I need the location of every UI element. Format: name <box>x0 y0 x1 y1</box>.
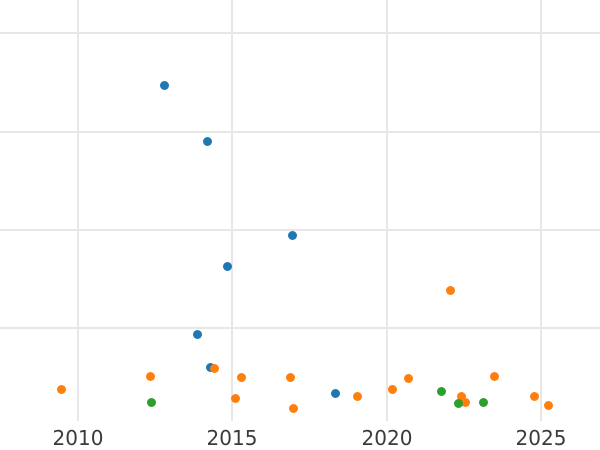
series-orange-point <box>209 363 219 373</box>
vertical-gridline <box>540 0 542 421</box>
series-orange-point <box>387 384 397 394</box>
series-blue-point <box>222 261 232 271</box>
series-blue-point <box>287 230 297 240</box>
horizontal-gridline <box>0 131 600 133</box>
series-orange-point <box>236 372 246 382</box>
series-orange-point <box>403 373 413 383</box>
x-tick-label-2015: 2015 <box>206 426 258 450</box>
series-orange-point <box>460 397 470 407</box>
x-tick-label-2020: 2020 <box>361 426 413 450</box>
series-orange-point <box>285 372 295 382</box>
series-orange-point <box>145 371 155 381</box>
series-green-point <box>453 398 463 408</box>
series-orange-point <box>445 285 455 295</box>
vertical-gridline <box>77 0 79 421</box>
horizontal-gridline <box>0 327 600 329</box>
series-blue-point <box>202 136 212 146</box>
vertical-gridline <box>231 0 233 421</box>
series-green-point <box>478 397 488 407</box>
x-tick-label-2025: 2025 <box>515 426 567 450</box>
series-blue-point <box>330 388 340 398</box>
series-orange-point <box>352 391 362 401</box>
series-orange-point <box>543 400 553 410</box>
series-orange-point <box>56 384 66 394</box>
series-green-point <box>436 386 446 396</box>
series-orange-point <box>230 393 240 403</box>
series-green-point <box>146 397 156 407</box>
vertical-gridline <box>386 0 388 421</box>
series-orange-point <box>288 403 298 413</box>
series-orange-point <box>456 391 466 401</box>
x-tick-label-2010: 2010 <box>52 426 104 450</box>
series-blue-point <box>192 329 202 339</box>
series-blue-point <box>159 80 169 90</box>
series-orange-point <box>529 391 539 401</box>
horizontal-gridline <box>0 229 600 231</box>
series-orange-point <box>489 371 499 381</box>
horizontal-gridline <box>0 32 600 34</box>
